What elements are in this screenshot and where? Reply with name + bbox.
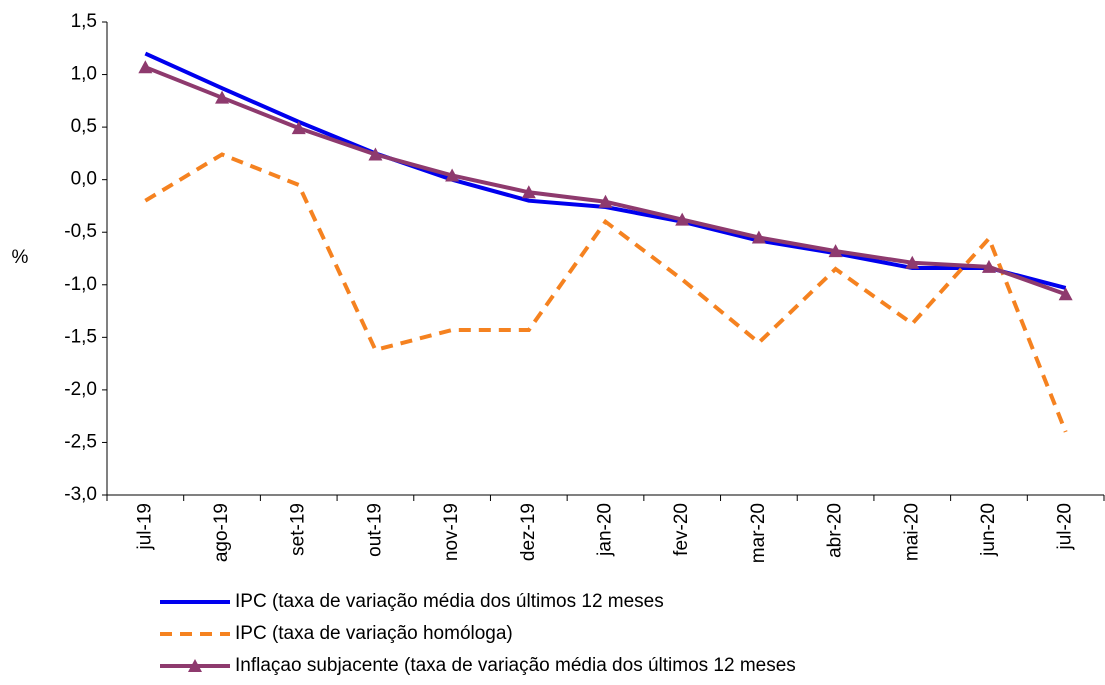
x-tick-label: out-19 bbox=[364, 503, 385, 557]
x-tick-label: jun-20 bbox=[978, 503, 999, 557]
marker bbox=[751, 230, 766, 244]
y-tick-label: 1,5 bbox=[71, 11, 97, 32]
marker bbox=[675, 212, 690, 226]
legend-label: IPC (taxa de variação homóloga) bbox=[235, 623, 513, 644]
series-line bbox=[144, 51, 1067, 290]
x-tick-label: set-19 bbox=[288, 503, 309, 556]
x-tick-label: jan-20 bbox=[595, 503, 616, 557]
marker bbox=[828, 244, 843, 258]
x-tick-label: jul-19 bbox=[134, 503, 155, 550]
marker bbox=[905, 255, 920, 269]
y-tick-label: -2,0 bbox=[64, 379, 97, 400]
marker bbox=[521, 185, 536, 199]
x-tick-label: nov-19 bbox=[441, 503, 462, 561]
x-tick-label: fev-20 bbox=[671, 503, 692, 556]
marker bbox=[368, 147, 383, 161]
marker bbox=[1058, 287, 1073, 301]
marker bbox=[981, 259, 996, 273]
y-tick-label: -1,0 bbox=[64, 274, 97, 295]
y-tick-label: -3,0 bbox=[64, 484, 97, 505]
y-tick-label: 0,0 bbox=[71, 169, 97, 190]
y-tick-label: -2,5 bbox=[64, 431, 97, 452]
legend-marker bbox=[188, 659, 202, 672]
series-line bbox=[144, 152, 1068, 433]
x-tick-label: mai-20 bbox=[901, 503, 922, 561]
legend-label: Inflaçao subjacente (taxa de variação mé… bbox=[235, 655, 796, 676]
y-tick-label: -1,5 bbox=[64, 326, 97, 347]
y-tick-label: 0,5 bbox=[71, 116, 97, 137]
x-tick-label: abr-20 bbox=[825, 503, 846, 558]
marker bbox=[291, 121, 306, 135]
series-line bbox=[144, 65, 1067, 297]
x-tick-label: mar-20 bbox=[748, 503, 769, 563]
y-axis-label: % bbox=[12, 247, 29, 268]
x-tick-label: ago-19 bbox=[211, 503, 232, 562]
marker bbox=[138, 60, 153, 74]
marker bbox=[598, 194, 613, 208]
x-tick-label: jul-20 bbox=[1055, 503, 1076, 550]
legend-label: IPC (taxa de variação média dos últimos … bbox=[235, 591, 664, 612]
x-tick-label: dez-19 bbox=[518, 503, 539, 561]
y-tick-label: -0,5 bbox=[64, 221, 97, 242]
y-tick-label: 1,0 bbox=[71, 64, 97, 85]
marker bbox=[445, 168, 460, 182]
marker bbox=[215, 90, 230, 104]
